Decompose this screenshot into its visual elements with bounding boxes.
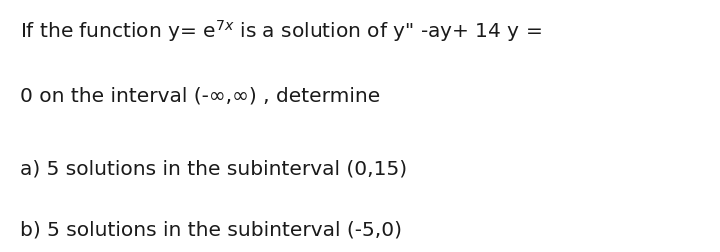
Text: 0 on the interval (-∞,∞) , determine: 0 on the interval (-∞,∞) , determine (20, 86, 380, 105)
Text: b) 5 solutions in the subinterval (-5,0): b) 5 solutions in the subinterval (-5,0) (20, 219, 402, 238)
Text: a) 5 solutions in the subinterval (0,15): a) 5 solutions in the subinterval (0,15) (20, 159, 408, 178)
Text: If the function y= e$^{7x}$ is a solution of y" -ay+ 14 y =: If the function y= e$^{7x}$ is a solutio… (20, 18, 542, 43)
